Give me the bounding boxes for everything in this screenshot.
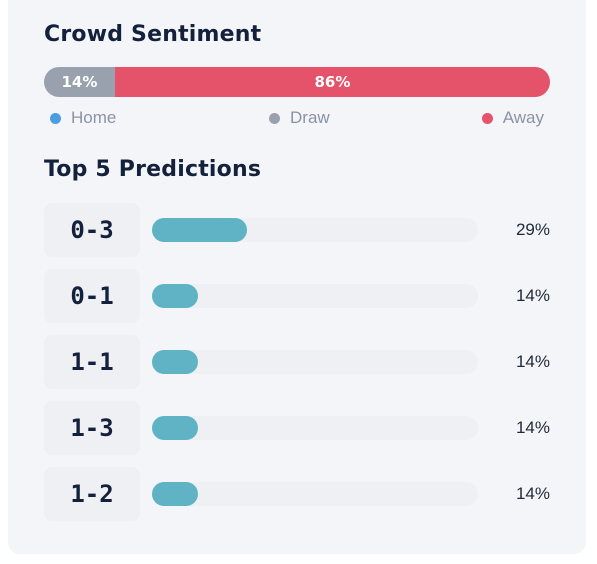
prediction-row: 0-1 14%: [44, 269, 550, 323]
legend-home-label: Home: [71, 108, 117, 127]
legend-away-label: Away: [502, 108, 544, 127]
draw-segment: 14%: [44, 67, 115, 97]
home-dot-icon: [50, 112, 61, 124]
prediction-percent: 14%: [515, 418, 550, 437]
prediction-percent: 14%: [515, 352, 550, 371]
prediction-bar-track: [152, 350, 478, 374]
legend-draw-label: Draw: [290, 108, 330, 127]
legend-draw: Draw: [269, 108, 330, 128]
away-segment: 86%: [114, 67, 550, 97]
prediction-bar-track: [152, 482, 478, 506]
prediction-percent: 14%: [515, 484, 550, 503]
prediction-row: 1-3 14%: [44, 401, 550, 455]
score-label: 1-3: [44, 401, 140, 455]
prediction-row: 1-1 14%: [44, 335, 550, 389]
legend-home: Home: [50, 108, 116, 128]
score-label: 0-1: [44, 269, 140, 323]
prediction-bar-track: [152, 218, 478, 242]
sentiment-bar: 14% 86%: [44, 67, 550, 97]
prediction-bar-fill: [152, 482, 198, 506]
prediction-bar-fill: [152, 416, 198, 440]
prediction-bar-fill: [152, 284, 198, 308]
score-label: 1-2: [44, 467, 140, 521]
prediction-row: 0-3 29%: [44, 203, 550, 257]
prediction-bar-fill: [152, 350, 198, 374]
prediction-bar-track: [152, 284, 478, 308]
away-dot-icon: [481, 112, 493, 124]
prediction-bar-fill: [152, 218, 247, 242]
score-label: 0-3: [44, 203, 140, 257]
crowd-sentiment-title: Crowd Sentiment: [44, 22, 262, 47]
prediction-percent: 29%: [515, 220, 550, 239]
score-label: 1-1: [44, 335, 140, 389]
legend-away: Away: [481, 108, 544, 128]
prediction-bar-track: [152, 416, 478, 440]
sentiment-legend: Home Draw Away: [50, 108, 544, 128]
top-predictions-title: Top 5 Predictions: [44, 157, 262, 182]
prediction-percent: 14%: [515, 286, 550, 305]
prediction-row: 1-2 14%: [44, 467, 550, 521]
draw-dot-icon: [269, 112, 280, 124]
